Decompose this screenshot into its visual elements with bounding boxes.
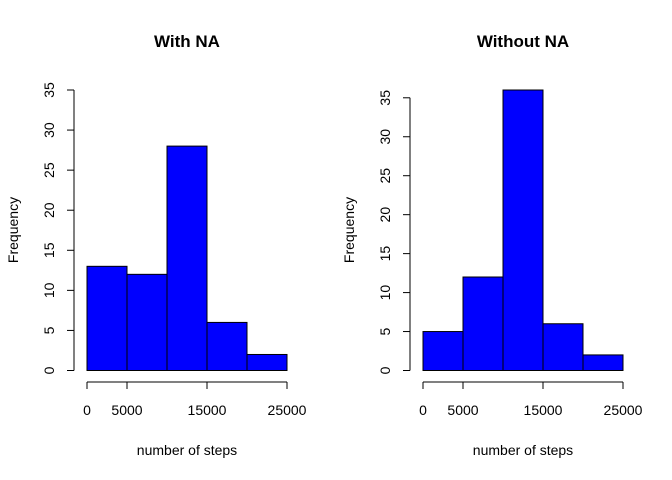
x-tick-label: 0	[419, 402, 427, 418]
y-tick-label: 35	[41, 82, 57, 98]
y-tick-label: 0	[377, 366, 393, 374]
x-tick-label: 25000	[604, 402, 643, 418]
y-tick-label: 0	[41, 366, 57, 374]
y-tick-label: 10	[377, 285, 393, 301]
histogram-bar	[246, 353, 288, 372]
histogram-bar	[462, 276, 504, 371]
histogram-bar	[86, 265, 128, 372]
y-axis-label: Frequency	[341, 197, 357, 263]
histogram-with-na: With NA number of steps Frequency 0 5 10 15…	[5, 32, 307, 458]
y-tick-label: 35	[377, 90, 393, 106]
histogram-bar	[542, 323, 584, 371]
x-tick-label: 15000	[188, 402, 227, 418]
x-tick-label: 5000	[447, 402, 478, 418]
y-tick-label: 25	[377, 168, 393, 184]
y-tick-label: 25	[41, 162, 57, 178]
histogram-bar	[206, 321, 248, 371]
x-tick-label: 0	[83, 402, 91, 418]
histogram-bar	[166, 145, 208, 371]
histogram-bar	[126, 273, 168, 372]
histogram-bar	[582, 354, 624, 371]
y-tick-label: 10	[41, 282, 57, 298]
chart-title: Without NA	[477, 32, 569, 51]
x-tick-label: 25000	[268, 402, 307, 418]
x-axis: 0 5000 15000 25000	[83, 381, 307, 418]
chart-title: With NA	[154, 32, 220, 51]
x-axis-label: number of steps	[473, 442, 573, 458]
x-tick-label: 5000	[111, 402, 142, 418]
y-tick-label: 5	[377, 327, 393, 335]
x-axis-label: number of steps	[137, 442, 237, 458]
histogram-bar	[422, 331, 464, 371]
bars-group	[422, 89, 624, 371]
y-tick-label: 15	[377, 246, 393, 262]
bars-group	[86, 145, 288, 372]
y-tick-label: 30	[41, 122, 57, 138]
x-axis: 0 5000 15000 25000	[419, 381, 643, 418]
y-axis: 0 5 10 15 20 25 30 35	[377, 90, 411, 374]
x-tick-label: 15000	[524, 402, 563, 418]
y-tick-label: 20	[377, 207, 393, 223]
histogram-bar	[502, 89, 544, 371]
y-axis-label: Frequency	[5, 197, 21, 263]
y-tick-label: 5	[41, 326, 57, 334]
histogram-without-na: Without NA number of steps Frequency 0 5 1…	[341, 32, 643, 458]
y-tick-label: 30	[377, 129, 393, 145]
y-tick-label: 15	[41, 242, 57, 258]
y-axis: 0 5 10 15 20 25 30 35	[41, 82, 75, 374]
y-tick-label: 20	[41, 202, 57, 218]
